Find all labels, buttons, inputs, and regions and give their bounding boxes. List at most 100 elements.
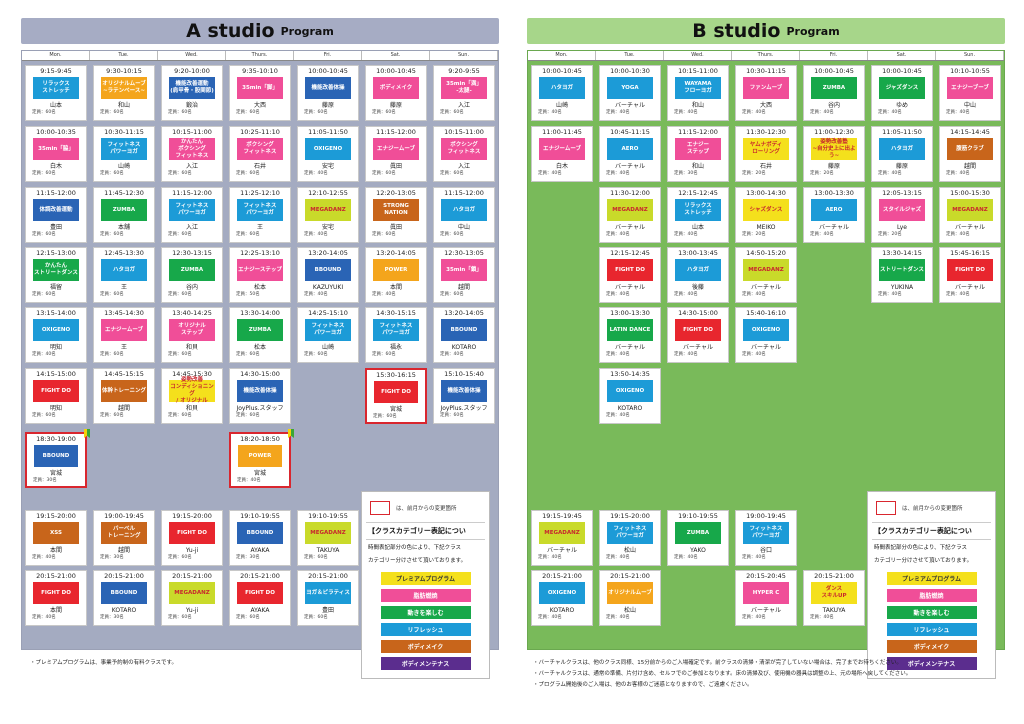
class-slot[interactable]: 10:00-10:30 YOGA バーチャル 定員：40名 (599, 65, 661, 121)
class-slot[interactable]: 13:30-14:15 ストリートダンス YUKINA 定員：40名 (871, 247, 933, 303)
class-slot[interactable]: 10:10-10:55 エナジーブーブ 中山 定員：40名 (939, 65, 1001, 121)
class-slot[interactable]: 14:25-15:10 フィットネス パワーヨガ 山崎 定員：60名 (297, 307, 359, 363)
class-slot[interactable]: 10:00-10:45 ボディメイク 藤原 定員：60名 (365, 65, 427, 121)
class-slot[interactable]: 14:30-15:00 FIGHT DO バーチャル 定員：40名 (667, 307, 729, 363)
class-slot[interactable]: 13:20-14:05 POWER 本間 定員：40名 (365, 247, 427, 303)
class-time: 13:00-13:45 (678, 249, 718, 257)
class-slot[interactable]: 12:30-13:05 35min「鎖」 越間 定員：60名 (433, 247, 495, 303)
class-slot[interactable]: 14:15-14:45 腹筋クラブ 越間 定員：40名 (939, 126, 1001, 182)
class-slot[interactable]: 10:30-11:15 ファンムーブ 大西 定員：40名 (735, 65, 797, 121)
instructor-name: 明知 (49, 344, 62, 351)
class-time: 12:15-12:45 (610, 249, 650, 257)
class-slot[interactable]: 12:15-12:45 FIGHT DO バーチャル 定員：40名 (599, 247, 661, 303)
class-slot[interactable]: 10:00-10:35 35min「脇」 白木 定員：60名 (25, 126, 87, 182)
class-slot[interactable]: 15:00-15:30 MEGADANZ バーチャル 定員：40名 (939, 187, 1001, 243)
class-slot[interactable]: 19:00-19:45 フィットネス パワーヨガ 谷口 定員：40名 (735, 510, 797, 566)
class-slot[interactable]: 20:15-21:00 FIGHT DO 本間 定員：40名 (25, 570, 87, 626)
changed-marker-icon (370, 501, 390, 515)
class-slot[interactable]: 13:50-14:35 OXIGENO KOTARO 定員：40名 (599, 368, 661, 424)
class-slot[interactable]: 20:15-21:00 OXIGENO KOTARO 定員：40名 (531, 570, 593, 626)
class-slot[interactable]: 10:30-11:15 フィットネス パワーヨガ 山崎 定員：60名 (93, 126, 155, 182)
class-slot[interactable]: 15:10-15:40 機能改善体操 JoyPlus.スタッフ 定員：60名 (433, 368, 495, 424)
class-slot[interactable]: 9:20-9:55 35min「満」 -太腿- 入江 定員：60名 (433, 65, 495, 121)
instructor-name: バーチャル (547, 547, 577, 554)
class-slot[interactable]: 19:15-20:00 XSS 本間 定員：40名 (25, 510, 87, 566)
class-slot[interactable]: 20:15-21:00 FIGHT DO AYAKA 定員：60名 (229, 570, 291, 626)
class-slot[interactable]: 13:00-13:45 ハタヨガ 後藤 定員：40名 (667, 247, 729, 303)
class-slot[interactable]: 14:45-15:15 体幹トレーニング 越間 定員：60名 (93, 368, 155, 424)
class-slot[interactable]: 9:20-10:00 機能改善運動 (肩甲骨・股関節) 鍛治 定員：60名 (161, 65, 223, 121)
class-slot[interactable]: 10:15-11:00 WAYAMA フローヨガ 和山 定員：40名 (667, 65, 729, 121)
class-slot[interactable]: 15:45-16:15 FIGHT DO バーチャル 定員：40名 (939, 247, 1001, 303)
class-slot[interactable]: 13:15-14:00 OXIGENO 明知 定員：40名 (25, 307, 87, 363)
class-slot[interactable]: 10:00-10:45 ジャズダンス ゆめ 定員：40名 (871, 65, 933, 121)
class-slot[interactable]: 11:15-12:00 エナジームーブ 眞田 定員：60名 (365, 126, 427, 182)
class-slot[interactable]: 13:20-14:05 BBOUND KAZUYUKI 定員：40名 (297, 247, 359, 303)
class-slot[interactable]: 15:40-16:10 OXIGENO バーチャル 定員：40名 (735, 307, 797, 363)
class-time: 14:30-15:00 (240, 370, 280, 378)
class-slot[interactable]: 18:30-19:00 BBOUND 宮城 定員：30名 (25, 432, 87, 488)
class-slot[interactable]: 19:15-20:00 FIGHT DO Yu-ji 定員：60名 (161, 510, 223, 566)
class-slot[interactable]: 14:15-15:00 FIGHT DO 明知 定員：60名 (25, 368, 87, 424)
class-name-badge: BBOUND (237, 522, 283, 544)
class-slot[interactable]: 14:30-15:15 フィットネス パワーヨガ 福永 定員：60名 (365, 307, 427, 363)
class-slot[interactable]: 13:00-13:30 LATIN DANCE バーチャル 定員：40名 (599, 307, 661, 363)
class-slot[interactable]: 20:15-20:45 HYPER C バーチャル 定員：40名 (735, 570, 797, 626)
class-slot[interactable]: 11:05-11:50 OXIGENO 安宅 定員：40名 (297, 126, 359, 182)
class-slot[interactable]: 14:45-15:30 姿勢改善 コンディショニング / オリジナル 和貝 定員：60… (161, 368, 223, 424)
class-slot[interactable]: 10:15-11:00 ボクシング フィットネス 入江 定員：60名 (433, 126, 495, 182)
class-slot[interactable]: 13:40-14:25 オリジナル ステップ 和貝 定員：60名 (161, 307, 223, 363)
class-slot[interactable]: 9:15-9:45 リラックス ストレッチ 山本 定員：60名 (25, 65, 87, 121)
class-slot[interactable]: 19:10-19:55 MEGADANZ TAKUYA 定員：60名 (297, 510, 359, 566)
class-slot[interactable]: 9:30-10:15 オリジナルムーブ ~ラテンベース~ 和山 定員：60名 (93, 65, 155, 121)
class-slot[interactable]: 12:45-13:30 ハタヨガ王定員：60名 (93, 247, 155, 303)
class-slot[interactable]: 19:00-19:45 バーベル トレーニング 越間 定員：30名 (93, 510, 155, 566)
class-slot[interactable]: 11:15-12:00 フィットネス パワーヨガ 入江 定員：60名 (161, 187, 223, 243)
class-slot[interactable]: 9:35-10:10 35min「脚」 大西 定員：60名 (229, 65, 291, 121)
class-slot[interactable]: 10:25-11:10 ボクシング フィットネス 石井 定員：60名 (229, 126, 291, 182)
class-slot[interactable]: 15:30-16:15 FIGHT DO 宮城 定員：60名 (365, 368, 427, 424)
class-slot[interactable]: 12:15-12:45 リラックス ストレッチ 山本 定員：40名 (667, 187, 729, 243)
capacity-label: 定員：60名 (304, 615, 328, 620)
class-slot[interactable]: 20:15-21:00 ヨガ＆ピラティス 豊田 定員：60名 (297, 570, 359, 626)
class-slot[interactable]: 11:45-12:30 ZUMBA 本舗 定員：60名 (93, 187, 155, 243)
class-slot[interactable]: 20:15-21:00 ダンス スキルUP TAKUYA 定員：40名 (803, 570, 865, 626)
class-slot[interactable]: 11:30-12:00 MEGADANZ バーチャル 定員：40名 (599, 187, 661, 243)
class-slot[interactable]: 18:20-18:50 POWER 宮城 定員：40名 (229, 432, 291, 488)
class-slot[interactable]: 11:25-12:10 フィットネス パワーヨガ王定員：60名 (229, 187, 291, 243)
class-slot[interactable]: 13:45-14:30 エナジームーブ王定員：60名 (93, 307, 155, 363)
class-slot[interactable]: 19:15-19:45 MEGADANZ バーチャル 定員：40名 (531, 510, 593, 566)
capacity-label: 定員：30名 (236, 555, 260, 560)
class-slot[interactable]: 10:00-10:45 機能改善体操 藤原 定員：60名 (297, 65, 359, 121)
class-slot[interactable]: 11:05-11:50 ハタヨガ 藤原 定員：40名 (871, 126, 933, 182)
class-slot[interactable]: 12:05-13:15 スタイルジャズ Lye 定員：20名 (871, 187, 933, 243)
class-slot[interactable]: 19:10-19:55 BBOUND AYAKA 定員：30名 (229, 510, 291, 566)
class-slot[interactable]: 10:00-10:45 ZUMBA 谷内 定員：40名 (803, 65, 865, 121)
class-slot[interactable]: 11:15-12:00 ハタヨガ 中山 定員：60名 (433, 187, 495, 243)
class-slot[interactable]: 12:30-13:15 ZUMBA 谷内 定員：60名 (161, 247, 223, 303)
class-slot[interactable]: 11:15-12:00 エナジー ステップ 和山 定員：30名 (667, 126, 729, 182)
class-slot[interactable]: 13:30-14:00 ZUMBA 松本 定員：60名 (229, 307, 291, 363)
class-slot[interactable]: 14:50-15:20 MEGADANZ バーチャル 定員：40名 (735, 247, 797, 303)
class-slot[interactable]: 12:20-13:05 STRONG NATION 眞田 定員：60名 (365, 187, 427, 243)
class-slot[interactable]: 12:10-12:55 MEGADANZ 安宅 定員：40名 (297, 187, 359, 243)
class-slot[interactable]: 19:15-20:00 フィットネス パワーヨガ 松山 定員：40名 (599, 510, 661, 566)
class-name-badge: FIGHT DO (607, 259, 653, 281)
class-slot[interactable]: 13:20-14:05 BBOUND KOTARO 定員：40名 (433, 307, 495, 363)
class-slot[interactable]: 11:00-11:45 エナジームーブ 白木 定員：40名 (531, 126, 593, 182)
class-slot[interactable]: 13:00-14:30 シャズダンス MEIKO 定員：20名 (735, 187, 797, 243)
class-slot[interactable]: 11:00-12:30 姿勢改善塾 ~自分史上に出よう~ 藤原 定員：20名 (803, 126, 865, 182)
class-slot[interactable]: 11:30-12:30 ヤムナボディ ローリング 石井 定員：20名 (735, 126, 797, 182)
class-slot[interactable]: 14:30-15:00 機能改善体操 JoyPlus.スタッフ 定員：60名 (229, 368, 291, 424)
class-slot[interactable]: 20:15-21:00 MEGADANZ Yu-ji 定員：60名 (161, 570, 223, 626)
class-slot[interactable]: 10:00-10:45 ハタヨガ 山崎 定員：40名 (531, 65, 593, 121)
class-slot[interactable]: 11:15-12:00 体調改善運動 豊田 定員：60名 (25, 187, 87, 243)
class-slot[interactable]: 12:15-13:00 かんたん ストリートダンス 福留 定員：60名 (25, 247, 87, 303)
class-slot[interactable]: 12:25-13:10 エナジーステップ 松本 定員：50名 (229, 247, 291, 303)
class-slot[interactable]: 10:45-11:15 AERO バーチャル 定員：40名 (599, 126, 661, 182)
class-slot[interactable]: 19:10-19:55 ZUMBA YAKO 定員：40名 (667, 510, 729, 566)
class-slot[interactable]: 10:15-11:00 かんたん ボクシング フィットネス 入江 定員：60名 (161, 126, 223, 182)
class-slot[interactable]: 20:15-21:00 BBOUND KOTARO 定員：30名 (93, 570, 155, 626)
class-slot[interactable]: 13:00-13:30 AERO バーチャル 定員：40名 (803, 187, 865, 243)
class-slot[interactable]: 20:15-21:00 オリジナルムーブ 松山 定員：40名 (599, 570, 661, 626)
